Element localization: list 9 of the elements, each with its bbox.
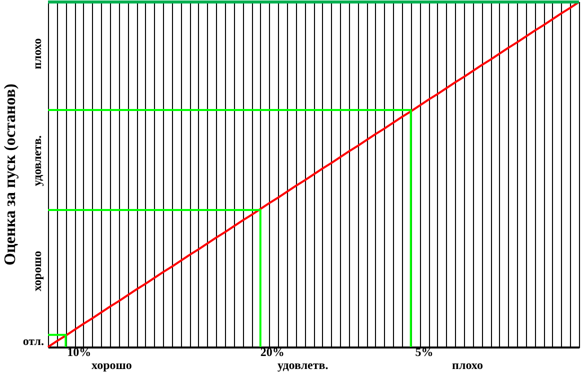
annotation: 10% (67, 345, 92, 359)
text: отл. (22, 334, 44, 348)
text: хорошо (30, 250, 44, 292)
text: удовлетв. (277, 358, 328, 372)
text: плохо (452, 358, 483, 372)
y-axis-title: Оценка за пуск (останов) (2, 84, 19, 266)
text: удовлетв. (30, 135, 44, 186)
text: хорошо (92, 358, 132, 372)
text: плохо (30, 38, 44, 70)
